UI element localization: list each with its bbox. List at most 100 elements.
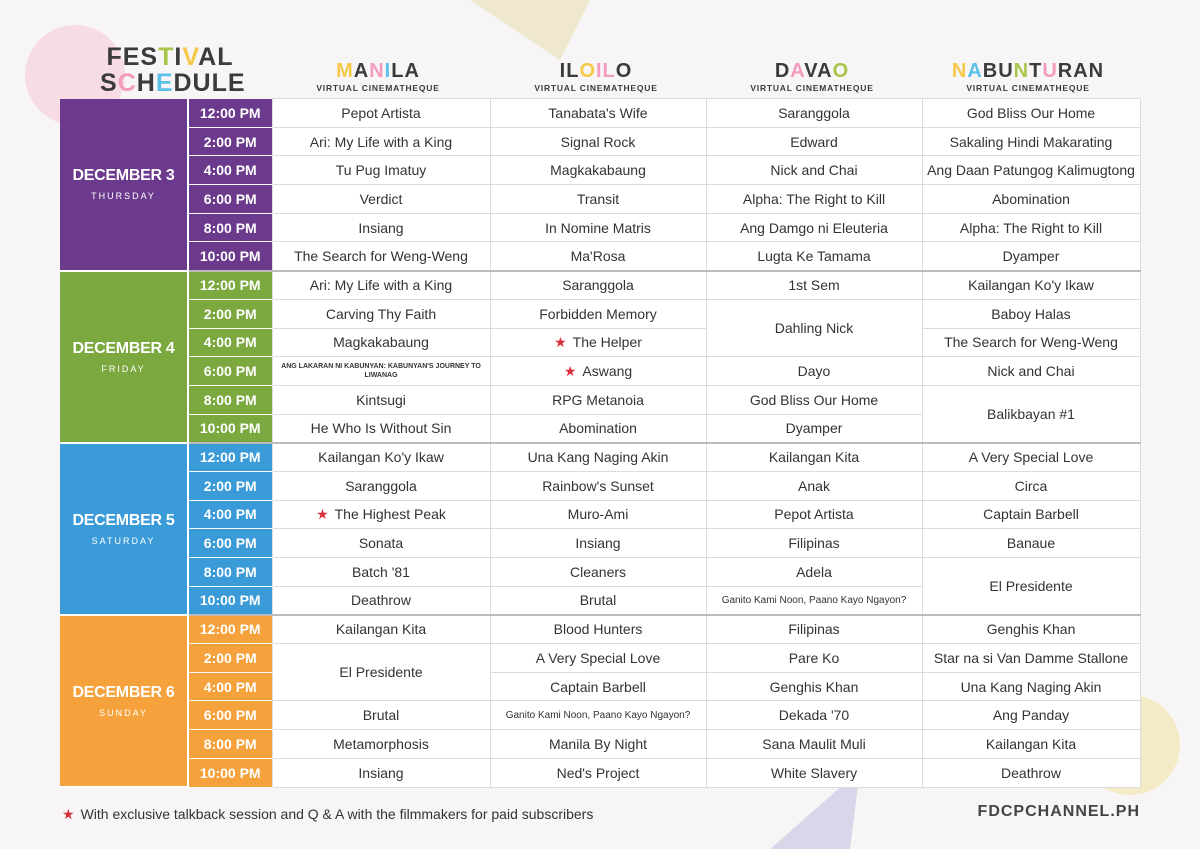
film-cell[interactable]: He Who Is Without Sin: [271, 413, 491, 444]
film-cell[interactable]: Edward: [705, 126, 923, 157]
film-cell[interactable]: 1st Sem: [705, 269, 923, 300]
film-cell[interactable]: Sakaling Hindi Makarating: [921, 126, 1141, 157]
film-cell[interactable]: Dayo: [705, 356, 923, 386]
film-cell[interactable]: Sonata: [271, 528, 491, 558]
film-cell[interactable]: Tu Pug Imatuy: [271, 155, 491, 186]
film-cell[interactable]: Carving Thy Faith: [271, 298, 491, 329]
film-cell[interactable]: Pepot Artista: [705, 499, 923, 530]
film-title: Pare Ko: [788, 649, 840, 666]
film-cell[interactable]: ★ The Helper: [489, 327, 707, 358]
film-cell[interactable]: Insiang: [489, 528, 707, 558]
film-cell[interactable]: Blood Hunters: [489, 613, 707, 645]
film-cell[interactable]: Anak: [705, 470, 923, 501]
film-cell[interactable]: ★ The Highest Peak: [271, 499, 491, 530]
film-cell[interactable]: Sana Maulit Muli: [705, 729, 923, 759]
film-cell[interactable]: ★ Aswang: [489, 356, 707, 386]
film-cell[interactable]: Magkakabaung: [489, 155, 707, 186]
film-cell[interactable]: Ned's Project: [489, 757, 707, 788]
film-cell[interactable]: Circa: [921, 470, 1141, 501]
film-cell[interactable]: Dyamper: [921, 241, 1141, 272]
film-cell[interactable]: Rainbow's Sunset: [489, 470, 707, 501]
film-cell[interactable]: The Search for Weng-Weng: [921, 327, 1141, 358]
film-cell[interactable]: Ari: My Life with a King: [271, 269, 491, 300]
film-cell[interactable]: Ganito Kami Noon, Paano Kayo Ngayon?: [705, 585, 923, 616]
film-cell[interactable]: White Slavery: [705, 757, 923, 788]
film-cell[interactable]: A Very Special Love: [921, 441, 1141, 472]
film-cell[interactable]: Balikbayan #1: [921, 384, 1141, 444]
film-cell[interactable]: The Search for Weng-Weng: [271, 241, 491, 272]
film-cell[interactable]: Banaue: [921, 528, 1141, 558]
film-cell[interactable]: Saranggola: [271, 470, 491, 501]
film-cell[interactable]: Star na si Van Damme Stallone: [921, 643, 1141, 673]
film-cell[interactable]: El Presidente: [271, 643, 491, 702]
film-cell[interactable]: Kailangan Ko'y Ikaw: [271, 441, 491, 472]
film-cell[interactable]: God Bliss Our Home: [921, 98, 1141, 128]
film-cell[interactable]: Captain Barbell: [921, 499, 1141, 530]
film-cell[interactable]: Nick and Chai: [921, 356, 1141, 386]
time-slot: 8:00 PM: [187, 557, 272, 587]
film-cell[interactable]: A Very Special Love: [489, 643, 707, 673]
film-cell[interactable]: Filipinas: [705, 528, 923, 558]
film-cell[interactable]: Alpha: The Right to Kill: [705, 184, 923, 214]
film-cell[interactable]: Filipinas: [705, 613, 923, 645]
film-cell[interactable]: Baboy Halas: [921, 298, 1141, 329]
film-cell[interactable]: Forbidden Memory: [489, 298, 707, 329]
film-cell[interactable]: Genghis Khan: [705, 671, 923, 702]
film-cell[interactable]: Genghis Khan: [921, 613, 1141, 645]
film-cell[interactable]: El Presidente: [921, 556, 1141, 616]
film-cell[interactable]: Manila By Night: [489, 729, 707, 759]
film-cell[interactable]: Transit: [489, 184, 707, 214]
film-cell[interactable]: Ari: My Life with a King: [271, 126, 491, 157]
film-cell[interactable]: Saranggola: [489, 269, 707, 300]
film-title: Signal Rock: [560, 133, 636, 150]
film-cell[interactable]: Insiang: [271, 757, 491, 788]
film-cell[interactable]: Ang Damgo ni Eleuteria: [705, 212, 923, 243]
time-slot: 2:00 PM: [187, 299, 272, 329]
film-cell[interactable]: Brutal: [489, 585, 707, 616]
film-cell[interactable]: Una Kang Naging Akin: [489, 441, 707, 472]
film-cell[interactable]: Kailangan Ko'y Ikaw: [921, 269, 1141, 300]
film-cell[interactable]: Pepot Artista: [271, 98, 491, 128]
film-cell[interactable]: Ganito Kami Noon, Paano Kayo Ngayon?: [489, 700, 707, 731]
film-cell[interactable]: Kailangan Kita: [921, 729, 1141, 759]
film-cell[interactable]: Ang Panday: [921, 700, 1141, 731]
film-cell[interactable]: Signal Rock: [489, 126, 707, 157]
film-cell[interactable]: Adela: [705, 557, 923, 587]
film-cell[interactable]: Batch '81: [271, 557, 491, 587]
film-cell[interactable]: Kailangan Kita: [705, 441, 923, 472]
film-cell[interactable]: Saranggola: [705, 98, 923, 128]
film-cell[interactable]: Abomination: [489, 413, 707, 444]
film-cell[interactable]: Verdict: [271, 184, 491, 214]
film-cell[interactable]: Pare Ko: [705, 643, 923, 673]
film-cell[interactable]: RPG Metanoia: [489, 384, 707, 415]
film-cell[interactable]: Kailangan Kita: [271, 613, 491, 645]
film-title: Deathrow: [351, 592, 411, 609]
film-cell[interactable]: Tanabata's Wife: [489, 98, 707, 128]
film-cell[interactable]: Kintsugi: [271, 384, 491, 415]
film-cell[interactable]: Deathrow: [271, 585, 491, 616]
film-cell[interactable]: Deathrow: [921, 757, 1141, 788]
film-cell[interactable]: Dekada '70: [705, 700, 923, 731]
film-cell[interactable]: Cleaners: [489, 557, 707, 587]
film-cell[interactable]: God Bliss Our Home: [705, 384, 923, 415]
film-cell[interactable]: Metamorphosis: [271, 729, 491, 759]
film-cell[interactable]: Brutal: [271, 700, 491, 731]
film-cell[interactable]: Una Kang Naging Akin: [921, 671, 1141, 702]
film-cell[interactable]: Magkakabaung: [271, 327, 491, 358]
film-cell[interactable]: Ma'Rosa: [489, 241, 707, 272]
film-cell[interactable]: Dyamper: [705, 413, 923, 444]
film-cell[interactable]: Lugta Ke Tamama: [705, 241, 923, 272]
film-cell[interactable]: Abomination: [921, 184, 1141, 214]
film-cell[interactable]: Nick and Chai: [705, 155, 923, 186]
film-title: Cleaners: [569, 563, 627, 580]
venue-name: MANILA: [336, 60, 420, 82]
film-cell[interactable]: Insiang: [271, 212, 491, 243]
film-cell[interactable]: In Nomine Matris: [489, 212, 707, 243]
film-cell[interactable]: ANG LAKARAN NI KABUNYAN: KABUNYAN'S JOUR…: [271, 356, 491, 386]
film-cell[interactable]: Alpha: The Right to Kill: [921, 212, 1141, 243]
film-cell[interactable]: Captain Barbell: [489, 671, 707, 702]
film-cell[interactable]: Muro-Ami: [489, 499, 707, 530]
website-link[interactable]: FDCPCHANNEL.PH: [977, 803, 1140, 820]
film-cell[interactable]: Dahling Nick: [705, 298, 923, 358]
film-cell[interactable]: Ang Daan Patungog Kalimugtong: [921, 155, 1141, 186]
